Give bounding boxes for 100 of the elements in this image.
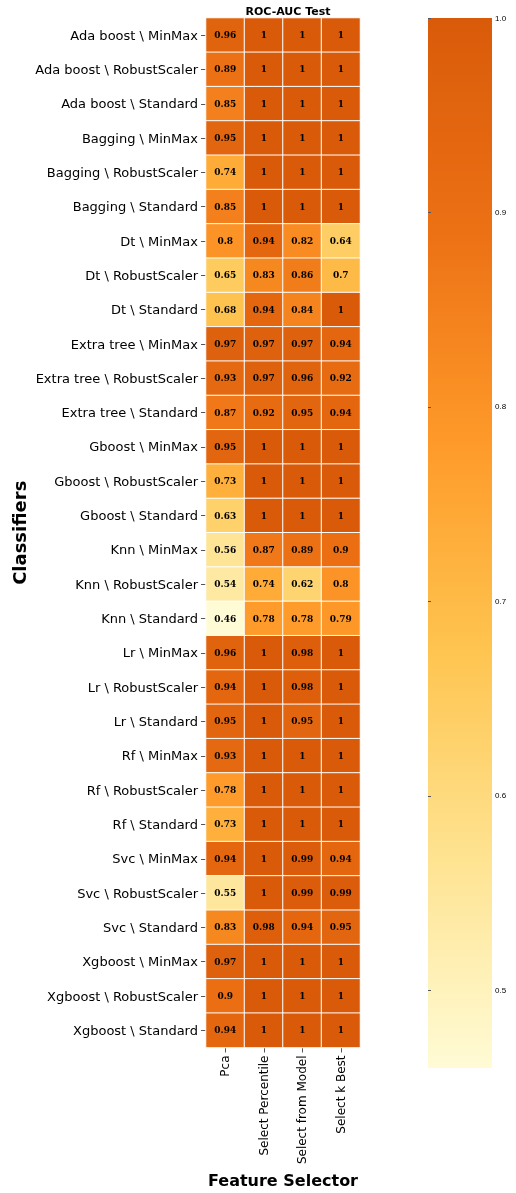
- data-label: 1: [299, 30, 306, 41]
- data-label: 1: [299, 167, 306, 178]
- data-label: 1: [260, 133, 267, 144]
- data-label: 0.92: [252, 407, 275, 418]
- data-label: 0.94: [252, 236, 275, 247]
- data-label: 1: [337, 510, 344, 521]
- y-tick-label: Lr \ MinMax: [122, 645, 199, 661]
- data-label: 1: [299, 785, 306, 796]
- data-label: 0.85: [214, 201, 237, 212]
- y-tick-label: Rf \ Standard: [112, 816, 198, 832]
- data-label: 1: [260, 991, 267, 1002]
- y-tick-label: Ada boost \ RobustScaler: [35, 61, 199, 77]
- data-label: 1: [260, 30, 267, 41]
- data-label: 0.86: [291, 270, 314, 281]
- data-label: 1: [299, 133, 306, 144]
- y-tick-label: Dt \ Standard: [111, 302, 198, 318]
- data-label: 1: [260, 510, 267, 521]
- data-label: 1: [337, 304, 344, 315]
- data-label: 0.92: [329, 373, 352, 384]
- data-label: 0.96: [214, 30, 237, 41]
- data-label: 1: [337, 64, 344, 75]
- data-label: 0.96: [214, 647, 237, 658]
- data-label: 1: [337, 441, 344, 452]
- data-label: 0.98: [252, 922, 275, 933]
- data-label: 0.99: [291, 853, 314, 864]
- data-label: 1: [299, 98, 306, 109]
- y-tick-label: Rf \ RobustScaler: [86, 782, 199, 798]
- y-tick-label: Knn \ RobustScaler: [75, 576, 199, 592]
- x-tick-label: Pca: [218, 1055, 233, 1077]
- y-axis-title: Classifiers: [8, 480, 30, 585]
- data-label: 1: [260, 853, 267, 864]
- y-tick-label: Extra tree \ RobustScaler: [35, 370, 199, 386]
- data-label: 1: [299, 201, 306, 212]
- y-tick-label: Svc \ RobustScaler: [77, 885, 199, 901]
- data-label: 1: [260, 98, 267, 109]
- data-label: 1: [337, 956, 344, 967]
- data-label: 1: [337, 167, 344, 178]
- y-tick-label: Bagging \ MinMax: [81, 130, 199, 146]
- data-label: 0.94: [291, 922, 314, 933]
- data-label: 1: [260, 441, 267, 452]
- y-tick-label: Knn \ MinMax: [110, 542, 199, 558]
- data-label: 0.95: [214, 716, 237, 727]
- data-label: 0.96: [291, 373, 314, 384]
- y-tick-label: Xgboost \ Standard: [73, 1022, 198, 1038]
- data-label: 0.99: [329, 888, 352, 899]
- data-label: 1: [260, 647, 267, 658]
- data-label: 0.97: [214, 339, 237, 350]
- data-label: 1: [260, 64, 267, 75]
- data-label: 1: [337, 201, 344, 212]
- data-label: 1: [299, 476, 306, 487]
- data-label: 0.63: [214, 510, 237, 521]
- data-label: 0.87: [214, 407, 237, 418]
- data-label: 1: [337, 785, 344, 796]
- data-label: 0.95: [214, 441, 237, 452]
- data-label: 1: [260, 750, 267, 761]
- data-label: 0.97: [214, 956, 237, 967]
- data-label: 0.78: [252, 613, 275, 624]
- y-tick-label: Svc \ Standard: [103, 919, 198, 935]
- y-tick-label: Knn \ Standard: [101, 611, 198, 627]
- chart-title: ROC-AUC Test: [245, 5, 331, 18]
- data-label: 0.95: [214, 133, 237, 144]
- x-axis-title: Feature Selector: [207, 1170, 359, 1190]
- data-label: 0.54: [214, 579, 237, 590]
- color-bar-label: 0.6: [495, 791, 507, 801]
- y-tick-label: Xgboost \ MinMax: [82, 954, 199, 970]
- y-tick-label: Bagging \ RobustScaler: [46, 164, 199, 180]
- data-label: 0.94: [329, 853, 352, 864]
- data-label: 0.74: [252, 579, 275, 590]
- data-label: 0.94: [252, 304, 275, 315]
- data-label: 1: [337, 750, 344, 761]
- data-label: 1: [260, 888, 267, 899]
- data-label: 0.79: [329, 613, 352, 624]
- data-label: 0.8: [332, 579, 349, 590]
- data-label: 0.85: [214, 98, 237, 109]
- data-label: 0.68: [214, 304, 237, 315]
- data-label: 0.56: [214, 544, 237, 555]
- y-tick-label: Extra tree \ MinMax: [70, 336, 199, 352]
- data-label: 0.94: [214, 853, 237, 864]
- y-tick-label: Rf \ MinMax: [121, 748, 199, 764]
- data-label: 0.78: [291, 613, 314, 624]
- data-label: 0.82: [291, 236, 314, 247]
- data-label: 0.89: [214, 64, 237, 75]
- data-label: 0.74: [214, 167, 237, 178]
- data-label: 0.95: [291, 407, 314, 418]
- data-label: 1: [299, 991, 306, 1002]
- data-label: 0.99: [291, 888, 314, 899]
- data-label: 1: [260, 167, 267, 178]
- data-label: 1: [260, 819, 267, 830]
- data-label: 0.55: [214, 888, 237, 899]
- data-label: 0.89: [291, 544, 314, 555]
- y-tick-label: Bagging \ Standard: [72, 199, 198, 215]
- data-label: 0.8: [217, 236, 234, 247]
- y-tick-label: Gboost \ RobustScaler: [54, 473, 199, 489]
- data-label: 1: [260, 1025, 267, 1036]
- color-bar-label: 1.0: [495, 13, 507, 23]
- data-label: 1: [337, 30, 344, 41]
- data-label: 1: [337, 991, 344, 1002]
- data-label: 0.93: [214, 373, 237, 384]
- y-tick-label: Dt \ RobustScaler: [85, 267, 199, 283]
- data-label: 0.98: [291, 647, 314, 658]
